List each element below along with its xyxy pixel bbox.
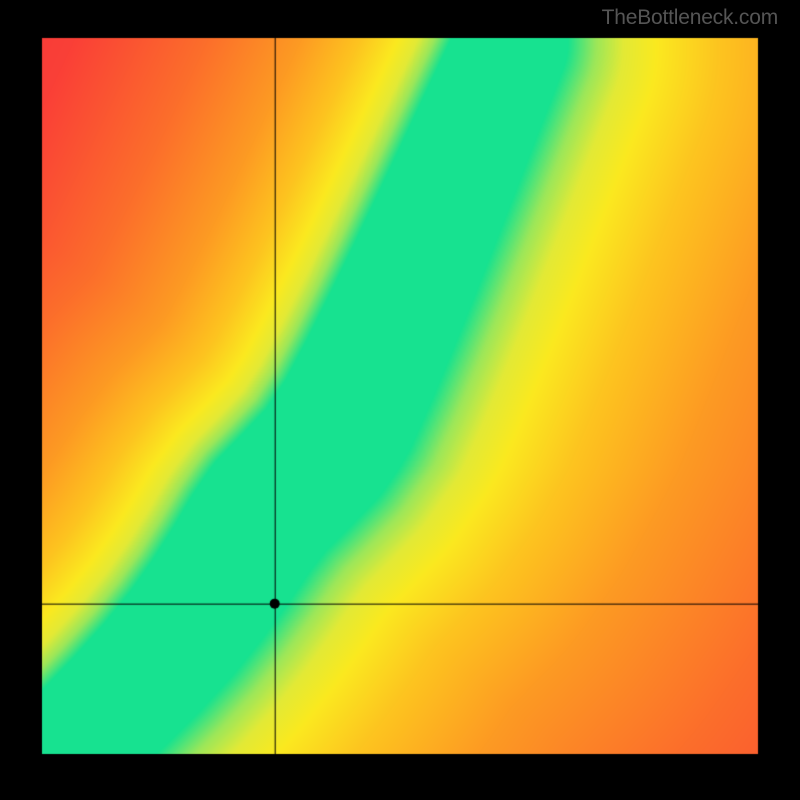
bottleneck-heatmap-canvas xyxy=(0,0,800,800)
watermark-text: TheBottleneck.com xyxy=(602,6,778,30)
chart-container: TheBottleneck.com xyxy=(0,0,800,800)
